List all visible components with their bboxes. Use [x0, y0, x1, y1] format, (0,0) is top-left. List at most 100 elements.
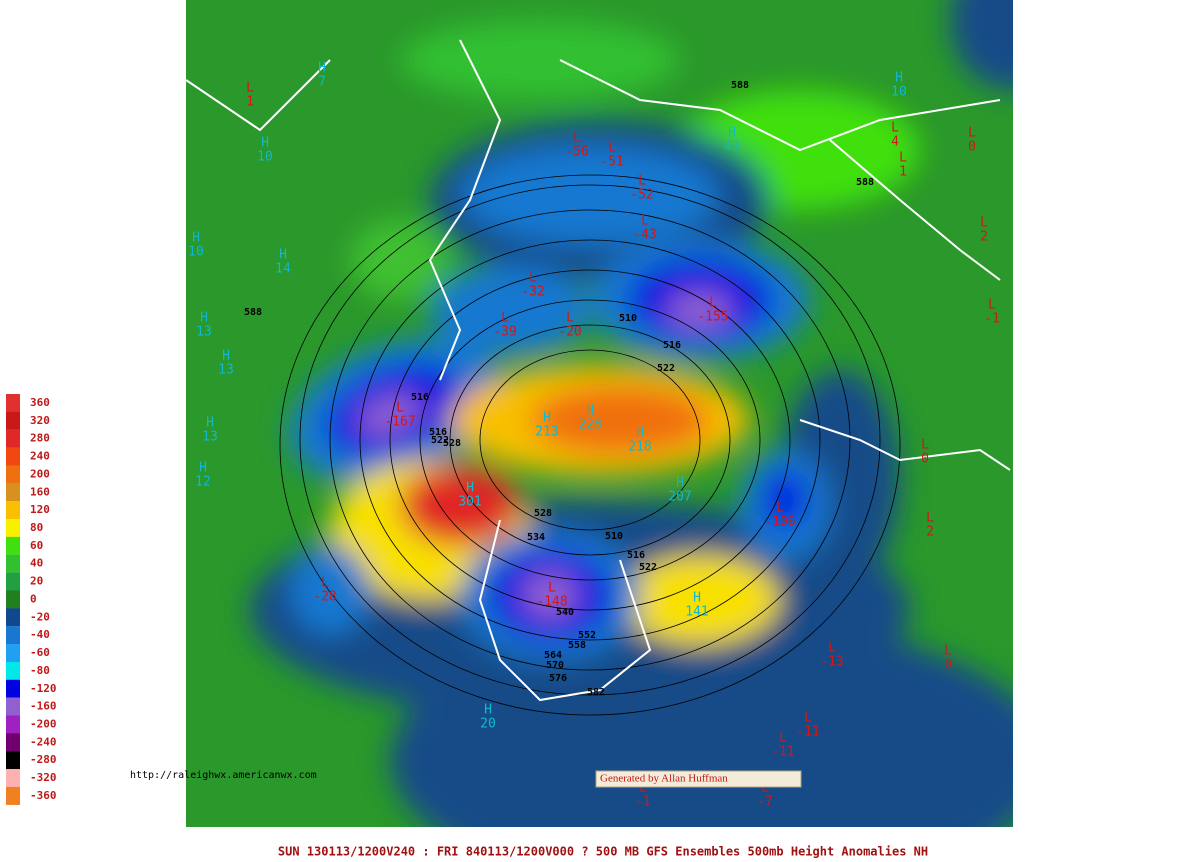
legend-label: 360 [30, 396, 50, 409]
legend-swatch [6, 572, 20, 591]
center-type: L [921, 438, 929, 453]
legend-label: 240 [30, 450, 50, 463]
legend-swatch [6, 519, 20, 538]
legend-swatch [6, 661, 20, 680]
center-value: -13 [820, 655, 843, 670]
legend-swatch [6, 626, 20, 645]
center-type: H [693, 591, 701, 606]
legend-swatch [6, 394, 20, 412]
contour-label: 552 [578, 630, 596, 641]
center-value: 213 [535, 425, 558, 440]
legend-swatch [6, 679, 20, 698]
center-type: H [586, 404, 594, 419]
center-value: -11 [796, 725, 819, 740]
center-type: L [501, 311, 509, 326]
center-value: 0 [944, 658, 952, 673]
center-value: -167 [384, 415, 415, 430]
center-type: H [318, 61, 326, 76]
contour-label: 582 [587, 687, 605, 698]
center-value: 13 [202, 430, 218, 445]
legend-label: -240 [30, 735, 57, 748]
legend-swatch [6, 590, 20, 609]
center-value: 14 [275, 262, 291, 277]
center-value: -1 [635, 795, 651, 810]
contour-label: 516 [663, 340, 681, 351]
center-value: -39 [493, 325, 516, 340]
center-value: -28 [313, 590, 336, 605]
center-value: -11 [771, 745, 794, 760]
center-value: 207 [668, 490, 691, 505]
legend-label: -160 [30, 700, 57, 713]
center-value: 218 [628, 440, 651, 455]
center-value: 4 [891, 135, 899, 150]
legend-swatch [6, 751, 20, 770]
legend-label: 320 [30, 414, 50, 427]
legend-label: -120 [30, 682, 57, 695]
center-type: L [573, 131, 581, 146]
center-type: H [199, 461, 207, 476]
legend-label: 200 [30, 467, 50, 480]
legend-swatch [6, 769, 20, 788]
center-value: 2 [980, 230, 988, 245]
legend-swatch [6, 483, 20, 502]
center-value: -1 [984, 312, 1000, 327]
center-type: L [396, 401, 404, 416]
legend-label: 80 [30, 521, 43, 534]
center-type: L [608, 141, 616, 156]
legend-swatch [6, 715, 20, 734]
legend-swatch [6, 447, 20, 466]
center-value: 20 [480, 717, 496, 732]
center-type: H [484, 703, 492, 718]
legend-swatch [6, 608, 20, 627]
source-url: http://raleighwx.americanwx.com [130, 770, 317, 781]
legend-label: 40 [30, 557, 43, 570]
center-value: 301 [458, 495, 481, 510]
center-value: 43 [724, 140, 740, 155]
legend-swatch [6, 786, 20, 805]
center-value: 10 [188, 245, 204, 260]
center-type: H [466, 481, 474, 496]
contour-label: 510 [619, 313, 637, 324]
contour-label: 534 [527, 532, 545, 543]
center-value: 13 [196, 325, 212, 340]
contour-label: 516 [411, 392, 429, 403]
contour-label: 540 [556, 607, 574, 618]
center-type: H [192, 231, 200, 246]
contour-label: 564 [544, 650, 562, 661]
center-value: -56 [565, 145, 588, 160]
center-value: 12 [195, 475, 211, 490]
center-value: 1 [246, 95, 254, 110]
contour-label: 516 [429, 427, 447, 438]
center-value: -106 [764, 515, 795, 530]
legend-swatch [6, 644, 20, 663]
center-value: 10 [891, 85, 907, 100]
center-value: 1 [899, 165, 907, 180]
legend-label: 280 [30, 432, 50, 445]
credit-box [595, 770, 802, 788]
center-type: L [641, 214, 649, 229]
center-type: L [988, 298, 996, 313]
center-type: L [804, 711, 812, 726]
center-type: L [638, 174, 646, 189]
contour-label: 528 [534, 508, 552, 519]
contour-label: 588 [244, 307, 262, 318]
center-value: -32 [521, 285, 544, 300]
center-type: H [200, 311, 208, 326]
legend-swatch [6, 501, 20, 520]
legend-label: -60 [30, 646, 50, 659]
legend-swatch [6, 554, 20, 573]
contour-label: 558 [568, 640, 586, 651]
legend-label: 60 [30, 539, 43, 552]
center-value: -7 [757, 795, 773, 810]
legend-swatch [6, 697, 20, 716]
center-type: H [895, 71, 903, 86]
contour-label: 576 [549, 673, 567, 684]
center-type: L [548, 581, 556, 596]
legend-label: -280 [30, 753, 57, 766]
center-type: H [222, 349, 230, 364]
center-type: L [566, 311, 574, 326]
center-type: H [636, 426, 644, 441]
legend-swatch [6, 411, 20, 430]
center-value: 7 [318, 75, 326, 90]
